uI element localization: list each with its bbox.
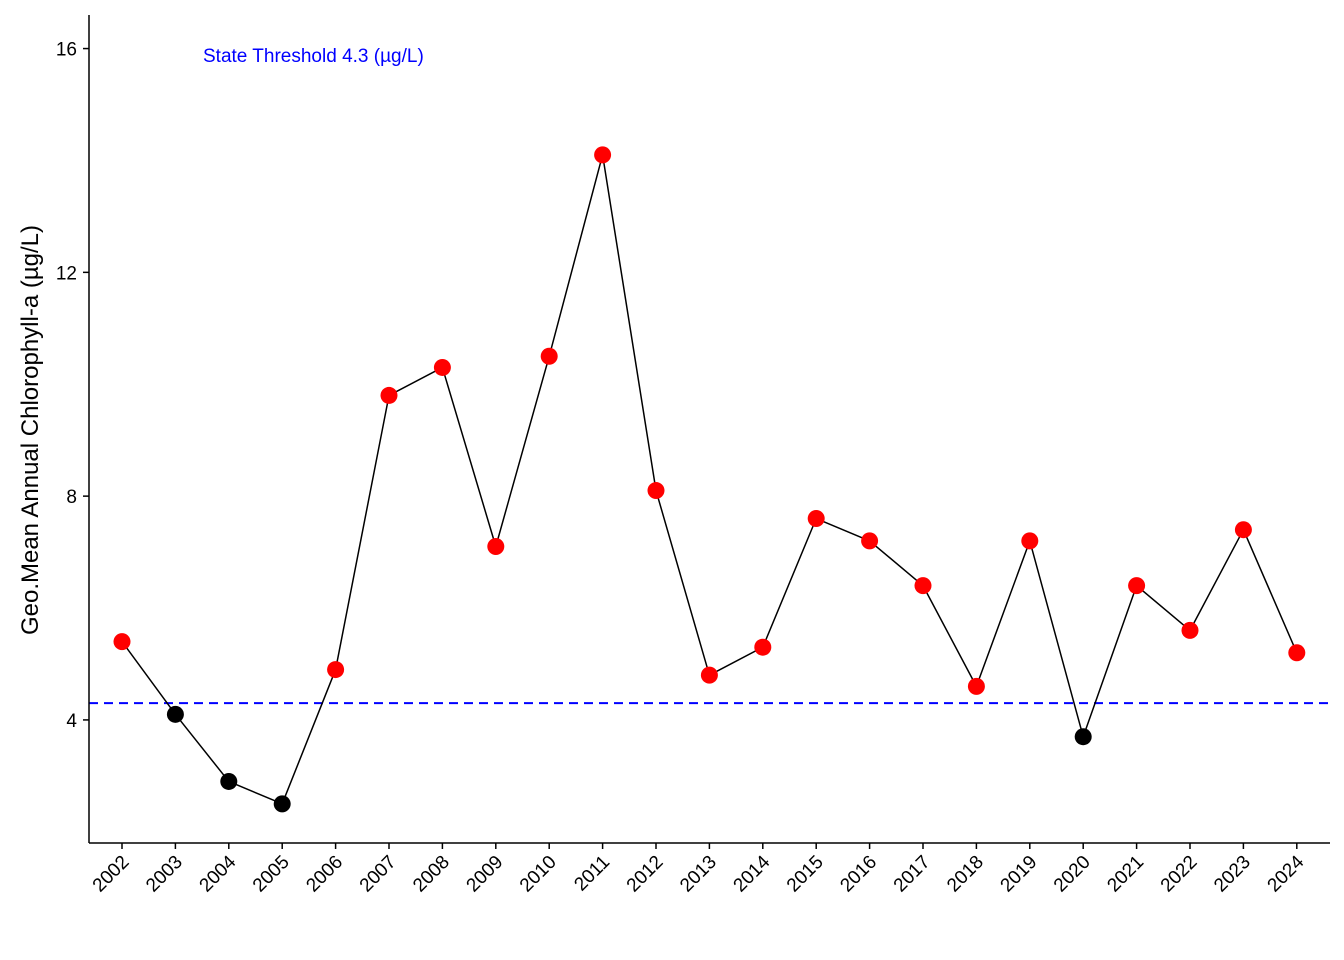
data-point bbox=[327, 661, 345, 679]
x-tick-label: 2017 bbox=[890, 852, 935, 897]
y-tick-label: 8 bbox=[66, 487, 77, 508]
data-point bbox=[754, 638, 772, 656]
x-tick-label: 2007 bbox=[356, 852, 401, 897]
data-point bbox=[220, 772, 238, 790]
y-tick-label: 16 bbox=[56, 40, 77, 61]
data-point bbox=[594, 146, 612, 164]
x-tick-label: 2020 bbox=[1050, 852, 1095, 897]
threshold-annotation: State Threshold 4.3 (µg/L) bbox=[203, 46, 424, 67]
x-tick-label: 2023 bbox=[1210, 852, 1255, 897]
data-point bbox=[914, 577, 932, 595]
x-tick-label: 2003 bbox=[142, 852, 187, 897]
x-tick-label: 2011 bbox=[570, 852, 614, 896]
data-point bbox=[380, 386, 398, 404]
x-tick-label: 2004 bbox=[196, 851, 241, 896]
x-tick-label: 2018 bbox=[943, 852, 988, 897]
data-point bbox=[1021, 532, 1039, 550]
y-tick-label: 4 bbox=[66, 711, 77, 732]
data-point bbox=[861, 532, 879, 550]
data-point bbox=[273, 795, 291, 813]
y-axis-title: Geo.Mean Annual Chlorophyll-a (µg/L) bbox=[17, 225, 44, 635]
x-tick-label: 2013 bbox=[676, 852, 721, 897]
y-ticks: 4 8 12 16 bbox=[56, 40, 89, 732]
data-point bbox=[113, 633, 131, 651]
x-tick-label: 2015 bbox=[783, 852, 828, 897]
y-tick-label: 12 bbox=[56, 263, 77, 284]
x-tick-label: 2016 bbox=[836, 852, 881, 897]
data-point bbox=[1181, 621, 1199, 639]
data-point bbox=[1288, 644, 1306, 662]
x-tick-label: 2012 bbox=[623, 852, 668, 897]
x-tick-label: 2008 bbox=[409, 852, 454, 897]
x-tick-label: 2010 bbox=[516, 852, 561, 897]
data-point bbox=[166, 705, 184, 723]
x-tick-label: 2005 bbox=[249, 852, 294, 897]
x-tick-label: 2022 bbox=[1157, 852, 1202, 897]
axes bbox=[88, 15, 1330, 844]
data-point bbox=[433, 358, 451, 376]
data-point bbox=[1128, 577, 1146, 595]
data-point bbox=[1074, 728, 1092, 746]
x-tick-label: 2014 bbox=[730, 851, 775, 896]
x-tick-label: 2024 bbox=[1264, 851, 1309, 896]
x-tick-label: 2009 bbox=[463, 852, 508, 897]
data-point bbox=[540, 347, 558, 365]
data-point bbox=[700, 666, 718, 684]
data-point bbox=[647, 482, 665, 500]
threshold-layer: State Threshold 4.3 (µg/L) bbox=[89, 46, 1330, 705]
data-point bbox=[967, 677, 985, 695]
x-tick-label: 2002 bbox=[89, 852, 134, 897]
data-point bbox=[1234, 521, 1252, 539]
x-tick-label: 2019 bbox=[997, 852, 1042, 897]
data-point bbox=[487, 537, 505, 555]
data-points bbox=[113, 146, 1306, 813]
series-line bbox=[121, 154, 1298, 805]
x-ticks: 2002 2003 2004 2005 2006 2007 2008 2009 2010 2011… bbox=[89, 843, 1309, 896]
series-line-layer bbox=[121, 154, 1298, 805]
data-point bbox=[807, 510, 825, 528]
x-tick-label: 2021 bbox=[1103, 852, 1148, 897]
x-tick-label: 2006 bbox=[302, 852, 347, 897]
